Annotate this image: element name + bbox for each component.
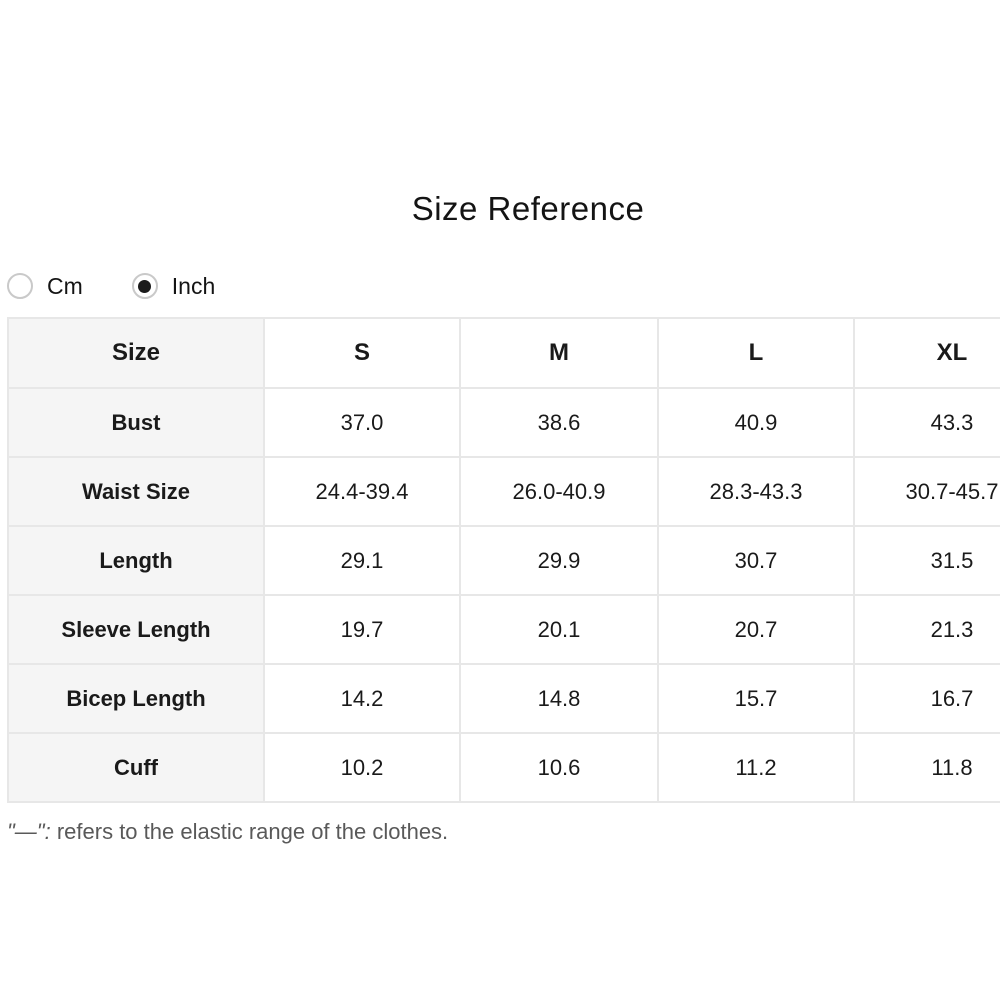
footnote: "—": refers to the elastic range of the … (7, 819, 1000, 845)
table-row: Bicep Length 14.2 14.8 15.7 16.7 (7, 663, 1000, 734)
radio-unselected-icon (7, 273, 33, 299)
table-row: Cuff 10.2 10.6 11.2 11.8 (7, 732, 1000, 803)
footnote-dash-symbol: "—": (7, 819, 51, 844)
data-cell: 11.2 (657, 732, 855, 803)
data-cell: 24.4-39.4 (263, 456, 461, 527)
unit-radio-group: Cm Inch (7, 270, 1000, 302)
data-cell: 14.2 (263, 663, 461, 734)
table-row: Length 29.1 29.9 30.7 31.5 (7, 525, 1000, 596)
table-row: Sleeve Length 19.7 20.1 20.7 21.3 (7, 594, 1000, 665)
radio-selected-icon (131, 273, 158, 299)
data-cell: 28.3-43.3 (657, 456, 855, 527)
row-label-cell: Cuff (7, 732, 265, 803)
row-label-cell: Waist Size (7, 456, 265, 527)
page-title: Size Reference (411, 190, 645, 227)
data-cell: 38.6 (459, 387, 659, 458)
radio-option-inch[interactable]: Inch (131, 272, 216, 300)
data-cell: 26.0-40.9 (459, 456, 659, 527)
data-cell: 10.6 (459, 732, 659, 803)
data-cell: 20.1 (459, 594, 659, 665)
header-cell: Size (7, 317, 265, 389)
row-label-cell: Bicep Length (7, 663, 265, 734)
data-cell: 37.0 (263, 387, 461, 458)
data-cell: 10.2 (263, 732, 461, 803)
data-cell: 19.7 (263, 594, 461, 665)
data-cell: 40.9 (657, 387, 855, 458)
data-cell: 29.1 (263, 525, 461, 596)
table-header-row: Size S M L XL (7, 317, 1000, 389)
data-cell: 30.7-45.7 (853, 456, 1000, 527)
row-label-cell: Bust (7, 387, 265, 458)
data-cell: 31.5 (853, 525, 1000, 596)
table-row: Bust 37.0 38.6 40.9 43.3 (7, 387, 1000, 458)
data-cell: 30.7 (657, 525, 855, 596)
row-label-cell: Sleeve Length (7, 594, 265, 665)
radio-label: Cm (47, 272, 83, 299)
footnote-text: refers to the elastic range of the cloth… (50, 819, 449, 844)
row-label-cell: Length (7, 525, 265, 596)
data-cell: 21.3 (853, 594, 1000, 665)
header-cell: M (459, 317, 659, 389)
content-area: Size Reference Cm Inch Size S M L XL Bust 37.0… (7, 0, 1000, 845)
data-cell: 14.8 (459, 663, 659, 734)
data-cell: 16.7 (853, 663, 1000, 734)
size-table: Size S M L XL Bust 37.0 38.6 40.9 43.3 Waist Size… (7, 317, 1000, 803)
size-table-body: Bust 37.0 38.6 40.9 43.3 Waist Size 24.4-39.4 2… (7, 387, 1000, 803)
data-cell: 20.7 (657, 594, 855, 665)
radio-option-cm[interactable]: Cm (7, 273, 83, 300)
data-cell: 29.9 (459, 525, 659, 596)
table-row: Waist Size 24.4-39.4 26.0-40.9 28.3-43.3 30.… (7, 456, 1000, 527)
data-cell: 15.7 (657, 663, 855, 734)
data-cell: 43.3 (853, 387, 1000, 458)
data-cell: 11.8 (853, 732, 1000, 803)
radio-label: Inch (171, 272, 216, 299)
header-cell: S (263, 317, 461, 389)
header-cell: XL (853, 317, 1000, 389)
header-cell: L (657, 317, 855, 389)
